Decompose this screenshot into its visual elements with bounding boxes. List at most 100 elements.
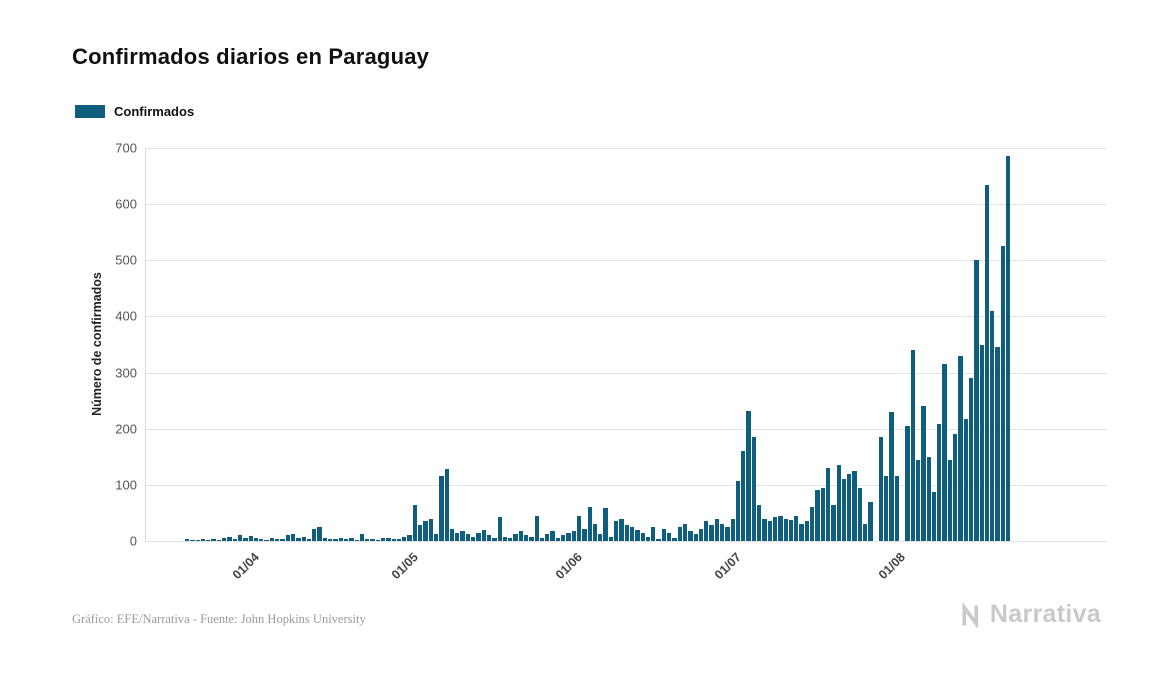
- bar: [1000, 246, 1006, 541]
- legend-label: Confirmados: [114, 104, 195, 119]
- bar: [735, 480, 741, 541]
- legend-swatch: [75, 105, 105, 118]
- bar: [433, 534, 439, 541]
- narrativa-logo-text: Narrativa: [989, 600, 1101, 628]
- bar: [269, 537, 275, 541]
- bar: [942, 364, 947, 541]
- bar: [248, 535, 253, 541]
- narrativa-logo-icon: [962, 601, 978, 628]
- bar: [889, 411, 894, 541]
- bar: [953, 434, 958, 541]
- x-tick-label: 01/07: [711, 550, 744, 583]
- bar: [571, 530, 576, 541]
- bar: [730, 518, 735, 541]
- bar: [762, 518, 767, 541]
- y-tick-label: 0: [129, 533, 137, 549]
- bar: [651, 526, 656, 541]
- bar: [968, 378, 974, 541]
- y-tick-label: 400: [115, 308, 137, 324]
- bar: [222, 538, 227, 541]
- bar: [412, 504, 418, 541]
- y-tick-label: 700: [115, 140, 137, 156]
- bar: [200, 538, 206, 541]
- bar: [566, 532, 571, 541]
- bar: [915, 459, 921, 541]
- bar: [926, 456, 931, 541]
- bar: [640, 532, 645, 541]
- bar: [635, 529, 640, 541]
- bar: [603, 508, 608, 541]
- bar: [285, 535, 290, 541]
- bar: [407, 535, 412, 541]
- bar: [502, 536, 508, 541]
- gridline: [145, 484, 1107, 486]
- bar: [359, 534, 365, 541]
- bar: [227, 536, 232, 541]
- gridline: [145, 428, 1107, 430]
- bar: [714, 518, 719, 541]
- bar: [698, 528, 704, 541]
- bar: [576, 515, 582, 541]
- bar: [624, 525, 629, 541]
- bar: [682, 524, 688, 541]
- bar: [894, 476, 900, 541]
- gridline: [145, 148, 1107, 149]
- bar: [328, 538, 333, 541]
- plot-area: 0 100 200 300 400 500 600 700 01/04 01/05 01/06 01/…: [115, 141, 1107, 582]
- bar: [428, 518, 433, 541]
- bar: [677, 526, 682, 541]
- bar: [825, 468, 831, 541]
- bar: [402, 536, 407, 541]
- bar: [931, 491, 937, 541]
- bar: [365, 538, 370, 541]
- bar: [232, 538, 237, 541]
- bar: [741, 451, 746, 541]
- bar-series: [185, 156, 1011, 541]
- y-tick-label: 500: [115, 252, 137, 268]
- bar: [296, 538, 301, 541]
- gridline: [145, 541, 1107, 542]
- bar: [799, 524, 804, 541]
- bar: [386, 538, 391, 541]
- y-tick-label: 200: [115, 421, 137, 437]
- bar: [831, 504, 836, 541]
- bar: [497, 517, 502, 541]
- bar: [518, 530, 523, 541]
- bar: [905, 425, 910, 541]
- bar: [524, 535, 529, 541]
- bar: [645, 536, 651, 541]
- bar: [375, 539, 380, 541]
- source-credit: Gráfico: EFE/Narrativa - Fuente: John Ho…: [72, 612, 366, 626]
- bar: [804, 521, 810, 541]
- bar: [598, 534, 603, 541]
- y-tick-label: 100: [115, 477, 137, 493]
- bar: [656, 539, 661, 541]
- bar: [370, 539, 375, 541]
- bar: [868, 501, 873, 541]
- bar: [857, 487, 862, 541]
- bar: [322, 537, 328, 541]
- bar: [587, 507, 592, 541]
- bar: [486, 535, 492, 541]
- bar: [444, 469, 449, 541]
- bar: [937, 424, 942, 541]
- bar: [253, 538, 259, 541]
- bar: [783, 518, 788, 541]
- chart-title: Confirmados diarios en Paraguay: [72, 44, 430, 69]
- bar: [396, 538, 402, 541]
- bar: [841, 479, 847, 541]
- bar: [958, 355, 963, 541]
- bar: [195, 540, 200, 541]
- bar: [788, 519, 794, 541]
- bar: [820, 487, 825, 541]
- y-tick-label: 300: [115, 365, 137, 381]
- bar: [185, 539, 190, 541]
- gridline: [145, 372, 1107, 374]
- bar: [423, 521, 428, 541]
- narrativa-logo: Narrativa: [960, 600, 1101, 629]
- bar: [343, 538, 349, 541]
- bar: [243, 537, 248, 541]
- bar: [492, 537, 497, 541]
- bar: [592, 524, 598, 541]
- bar: [984, 184, 990, 541]
